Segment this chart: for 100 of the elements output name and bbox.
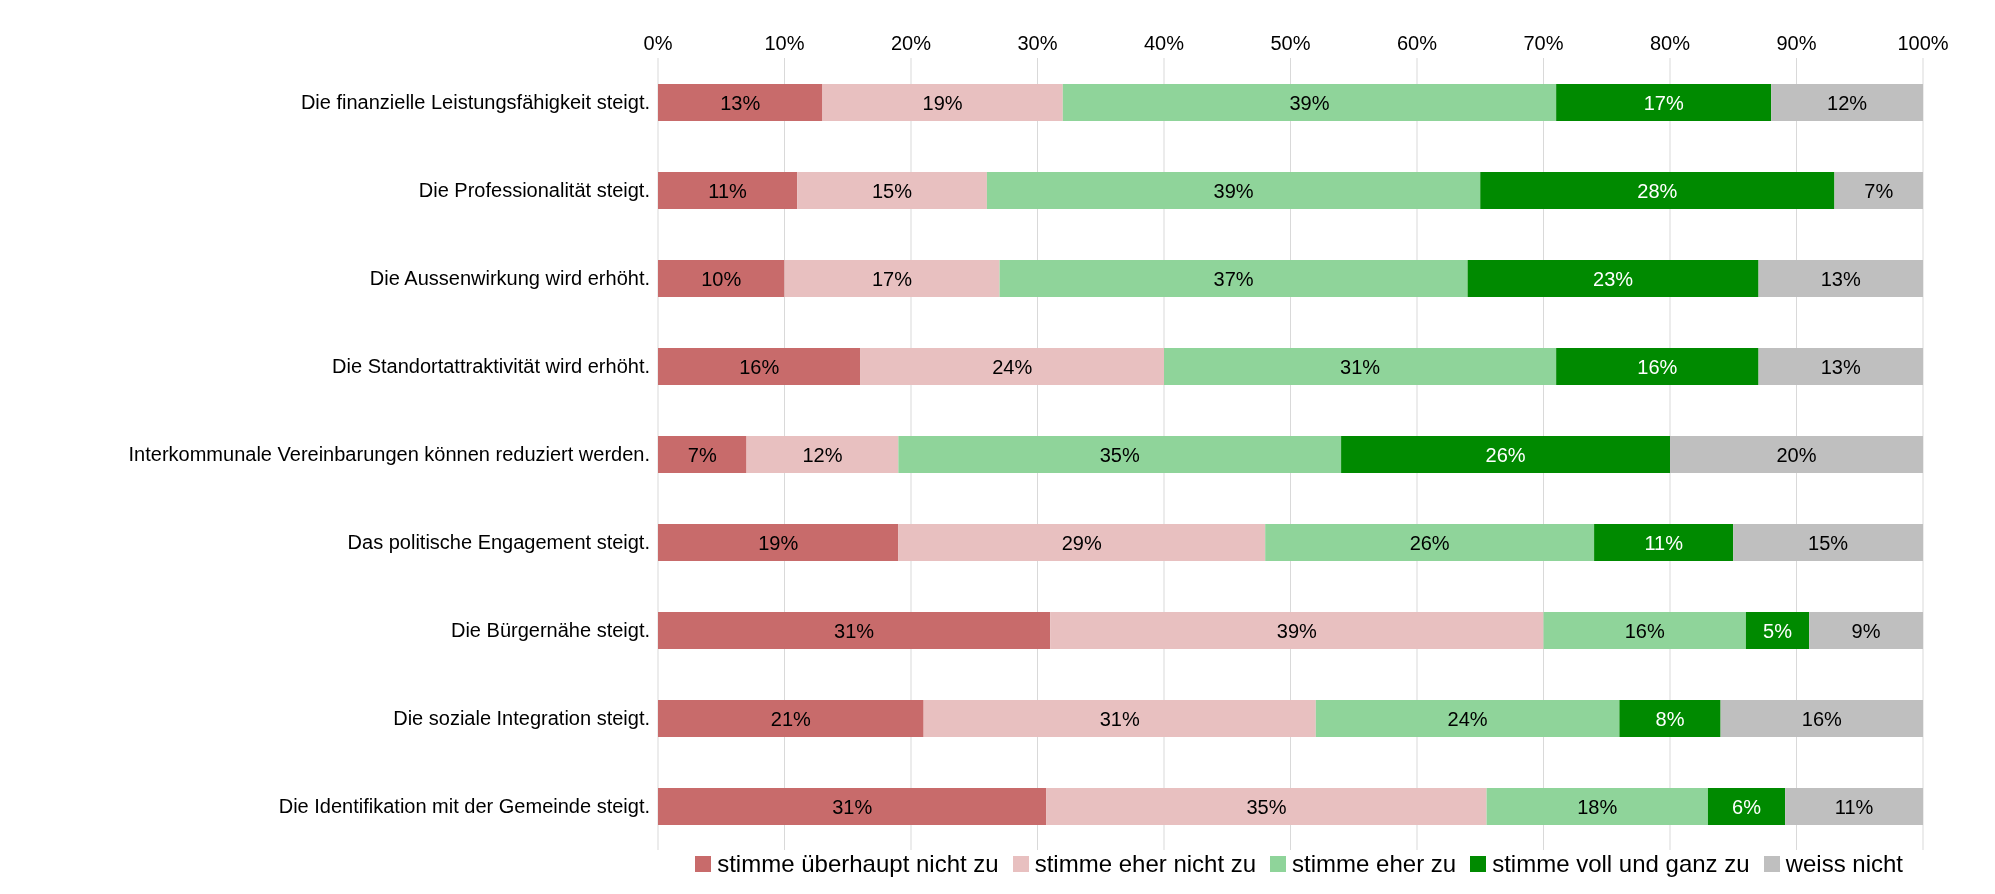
legend-label: stimme eher nicht zu bbox=[1034, 850, 1257, 878]
data-label: 24% bbox=[1447, 707, 1488, 730]
data-label: 39% bbox=[1289, 91, 1330, 114]
bar bbox=[1315, 700, 1620, 737]
bar bbox=[1758, 260, 1923, 297]
x-tick-label: 80% bbox=[1649, 32, 1691, 54]
data-label: 26% bbox=[1409, 531, 1450, 554]
data-label: 31% bbox=[832, 795, 873, 818]
data-label: 37% bbox=[1213, 267, 1254, 290]
data-label: 28% bbox=[1637, 179, 1678, 202]
bar bbox=[658, 260, 785, 297]
x-tick-label: 30% bbox=[1017, 32, 1058, 54]
y-tick-label: Die Identifikation mit der Gemeinde steigt. bbox=[278, 795, 650, 818]
data-label: 16% bbox=[1801, 707, 1843, 730]
legend-label: weiss nicht bbox=[1785, 850, 1903, 878]
bar bbox=[1745, 612, 1810, 649]
data-label: 13% bbox=[720, 91, 761, 114]
x-tick-label: 10% bbox=[764, 32, 805, 54]
data-label: 20% bbox=[1776, 443, 1817, 466]
bar bbox=[1670, 436, 1923, 473]
data-label: 21% bbox=[770, 707, 812, 730]
data-label: 26% bbox=[1485, 443, 1526, 466]
data-label: 31% bbox=[1099, 707, 1140, 730]
bar bbox=[658, 172, 798, 209]
bar bbox=[746, 436, 899, 473]
legend-label: stimme voll und ganz zu bbox=[1492, 850, 1750, 878]
bar bbox=[1265, 524, 1595, 561]
bar bbox=[898, 524, 1266, 561]
bar bbox=[1486, 788, 1708, 825]
bar bbox=[1046, 788, 1487, 825]
x-tick-label: 40% bbox=[1143, 32, 1185, 54]
bar bbox=[898, 436, 1342, 473]
data-label: 39% bbox=[1213, 179, 1254, 202]
data-label: 35% bbox=[1099, 443, 1140, 466]
bar bbox=[784, 260, 1000, 297]
x-tick-label: 70% bbox=[1523, 32, 1564, 54]
bar bbox=[1619, 700, 1721, 737]
bar bbox=[1341, 436, 1670, 473]
data-label: 24% bbox=[992, 355, 1033, 378]
data-label: 16% bbox=[1637, 355, 1678, 378]
bar bbox=[1556, 348, 1759, 385]
bar bbox=[1809, 612, 1923, 649]
legend-label: stimme eher zu bbox=[1292, 850, 1457, 878]
data-label: 13% bbox=[1820, 267, 1862, 290]
y-tick-label: Die soziale Integration steigt. bbox=[393, 707, 650, 730]
bar bbox=[822, 84, 1063, 121]
bar bbox=[658, 612, 1051, 649]
data-label: 7% bbox=[1864, 179, 1894, 202]
data-label: 19% bbox=[922, 91, 963, 114]
data-label: 29% bbox=[1061, 531, 1103, 554]
y-tick-label: Die finanzielle Leistungsfähigkeit steigt. bbox=[300, 91, 650, 114]
bar bbox=[986, 172, 1481, 209]
data-label: 19% bbox=[758, 531, 799, 554]
bar bbox=[1785, 788, 1923, 825]
bar bbox=[1467, 260, 1759, 297]
data-label: 15% bbox=[872, 179, 913, 202]
data-label: 11% bbox=[1644, 531, 1684, 554]
y-tick-label: Das politische Engagement steigt. bbox=[347, 531, 650, 554]
bar bbox=[1062, 84, 1557, 121]
data-label: 16% bbox=[1624, 619, 1665, 642]
bar bbox=[658, 788, 1047, 825]
data-label: 8% bbox=[1655, 707, 1685, 730]
bar bbox=[658, 348, 861, 385]
bar bbox=[1758, 348, 1923, 385]
x-tick-label: 20% bbox=[890, 32, 932, 54]
y-tick-label: Die Aussenwirkung wird erhöht. bbox=[369, 267, 650, 290]
data-label: 31% bbox=[834, 619, 875, 642]
bar bbox=[999, 260, 1468, 297]
x-tick-label: 90% bbox=[1776, 32, 1817, 54]
bar bbox=[860, 348, 1164, 385]
data-label: 12% bbox=[802, 443, 843, 466]
data-label: 11% bbox=[1834, 795, 1874, 818]
bar bbox=[1050, 612, 1544, 649]
data-label: 7% bbox=[687, 443, 717, 466]
data-label: 35% bbox=[1246, 795, 1287, 818]
bar bbox=[658, 700, 924, 737]
bar bbox=[1834, 172, 1923, 209]
data-label: 31% bbox=[1340, 355, 1381, 378]
bar bbox=[658, 524, 899, 561]
data-label: 5% bbox=[1763, 619, 1793, 642]
y-tick-label: Die Bürgernähe steigt. bbox=[450, 619, 650, 642]
data-label: 17% bbox=[872, 267, 913, 290]
bar bbox=[1771, 84, 1923, 121]
bar bbox=[1733, 524, 1923, 561]
data-label: 23% bbox=[1593, 267, 1634, 290]
y-tick-label: Die Professionalität steigt. bbox=[418, 179, 650, 202]
x-tick-label: 60% bbox=[1396, 32, 1438, 54]
bar bbox=[1543, 612, 1746, 649]
data-label: 15% bbox=[1808, 531, 1849, 554]
data-label: 16% bbox=[739, 355, 780, 378]
data-label: 11% bbox=[708, 179, 748, 202]
data-label: 12% bbox=[1827, 91, 1868, 114]
bar bbox=[1720, 700, 1923, 737]
x-tick-label: 50% bbox=[1270, 32, 1311, 54]
bar bbox=[923, 700, 1316, 737]
y-tick-label: Interkommunale Vereinbarungen können reduziert werden. bbox=[128, 443, 650, 466]
y-tick-label: Die Standortattraktivität wird erhöht. bbox=[332, 355, 650, 378]
bar bbox=[658, 84, 823, 121]
legend-label: stimme überhaupt nicht zu bbox=[717, 850, 999, 878]
x-tick-label: 100% bbox=[1897, 32, 1949, 54]
